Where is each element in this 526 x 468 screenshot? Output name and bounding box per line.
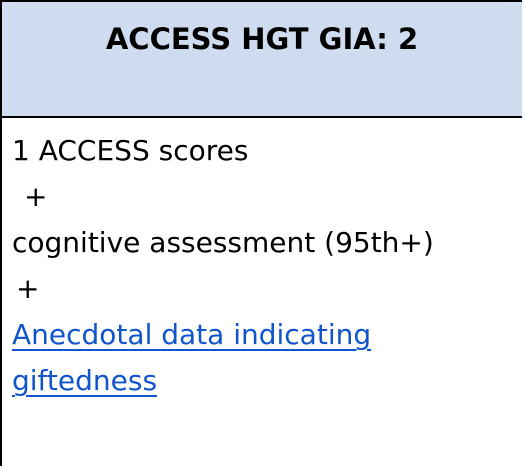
- card-title: ACCESS HGT GIA: 2: [105, 22, 419, 56]
- plus-sign: +: [24, 180, 48, 213]
- plus-sign: +: [16, 272, 40, 305]
- access-scores-text: 1 ACCESS scores: [12, 134, 249, 167]
- card-header: ACCESS HGT GIA: 2: [2, 2, 522, 118]
- card-body: 1 ACCESS scores + cognitive assessment (…: [2, 118, 522, 404]
- cognitive-assessment-text: cognitive assessment (95th+): [12, 226, 434, 259]
- anecdotal-data-link[interactable]: Anecdotal data indicating giftedness: [12, 318, 372, 397]
